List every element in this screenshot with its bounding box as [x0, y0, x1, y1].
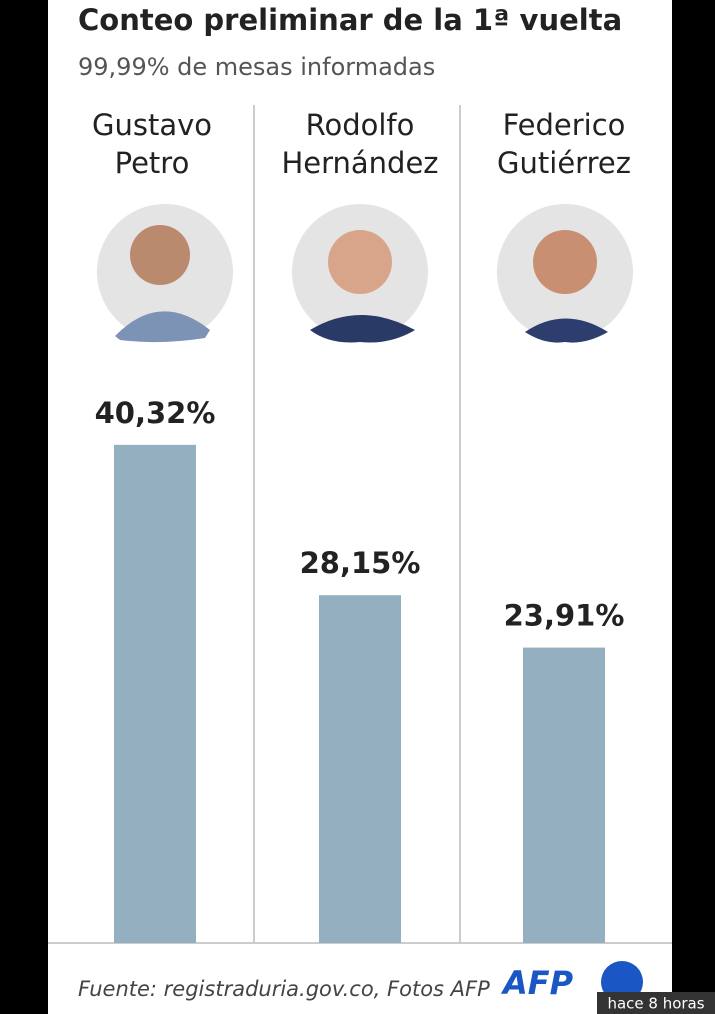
candidate-name: Gutiérrez	[497, 146, 631, 180]
candidate-name: Federico	[503, 108, 626, 142]
candidate-name: Petro	[115, 146, 190, 180]
bar	[114, 444, 196, 943]
photo-body	[525, 318, 608, 343]
value-label: 28,15%	[300, 546, 421, 580]
candidate-name: Hernández	[281, 146, 438, 180]
value-label: 40,32%	[95, 396, 216, 430]
photo-body	[115, 311, 210, 343]
bar	[319, 595, 401, 943]
candidate-name: Rodolfo	[306, 108, 415, 142]
chart-subtitle: 99,99% de mesas informadas	[78, 53, 435, 81]
chart-title: Conteo preliminar de la 1ª vuelta	[78, 3, 622, 37]
bar	[523, 647, 605, 943]
photo-face	[328, 230, 392, 294]
candidate-name: Gustavo	[92, 108, 212, 142]
photos	[97, 204, 633, 343]
timestamp-bg	[597, 992, 715, 1014]
source: Fuente: registraduria.gov.co, Fotos AFP	[78, 977, 490, 1001]
photo-face	[533, 230, 597, 294]
logo: AFP	[500, 964, 574, 1002]
timestamp: hace 8 horas	[607, 995, 704, 1013]
value-label: 23,91%	[504, 599, 625, 633]
photo-body	[310, 315, 415, 343]
photo-face	[130, 225, 190, 285]
